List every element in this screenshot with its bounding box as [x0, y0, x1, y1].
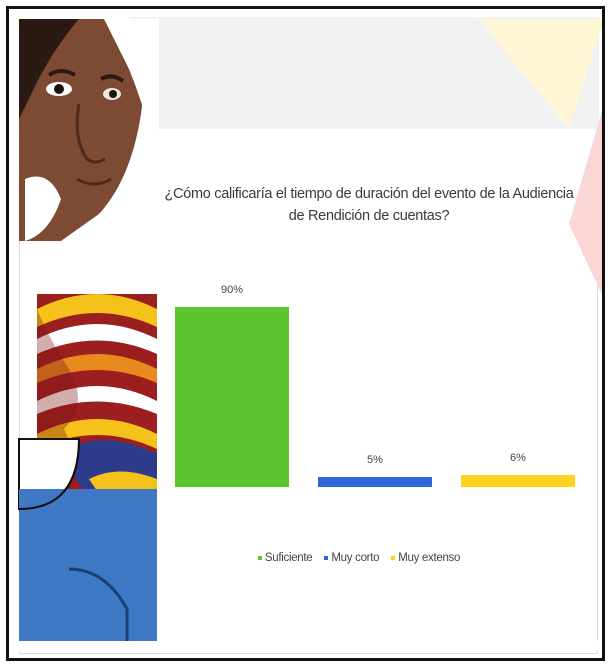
- bar-suficiente: [175, 307, 289, 487]
- legend-label-muy-extenso: Muy extenso: [398, 552, 461, 564]
- bar-chart: 90% 5% 6%: [175, 284, 575, 487]
- bar-muy-extenso: [461, 475, 575, 487]
- decorative-background: [18, 17, 602, 651]
- top-band-shape: [129, 17, 599, 129]
- chart-title-line-1: ¿Cómo calificaría el tiempo de duración …: [164, 186, 574, 202]
- person-illustration: [19, 19, 159, 241]
- chart-legend: Suficiente Muy corto Muy extenso: [189, 552, 529, 564]
- pink-shape: [569, 110, 602, 295]
- legend-swatch-suficiente: [257, 556, 262, 560]
- legend-item-muy-corto: Muy corto: [324, 552, 380, 564]
- textile-pattern: [37, 294, 157, 494]
- legend-item-muy-extenso: Muy extenso: [391, 552, 460, 564]
- data-label-suficiente: 90%: [221, 284, 243, 296]
- legend-swatch-muy-extenso: [391, 556, 396, 560]
- legend-label-muy-corto: Muy corto: [331, 552, 380, 564]
- bar-muy-corto: [318, 477, 432, 487]
- chart-title: ¿Cómo calificaría el tiempo de duración …: [159, 183, 579, 227]
- data-label-muy-extenso: 6%: [510, 452, 526, 464]
- data-label-muy-corto: 5%: [367, 454, 383, 466]
- yellow-triangle-shape: [479, 19, 602, 129]
- legend-label-suficiente: Suficiente: [264, 552, 313, 564]
- legend-item-suficiente: Suficiente: [257, 552, 313, 564]
- chart-title-line-2: de Rendición de cuentas?: [288, 208, 450, 224]
- legend-swatch-muy-corto: [324, 556, 329, 560]
- slide-frame: ¿Cómo calificaría el tiempo de duración …: [6, 6, 605, 661]
